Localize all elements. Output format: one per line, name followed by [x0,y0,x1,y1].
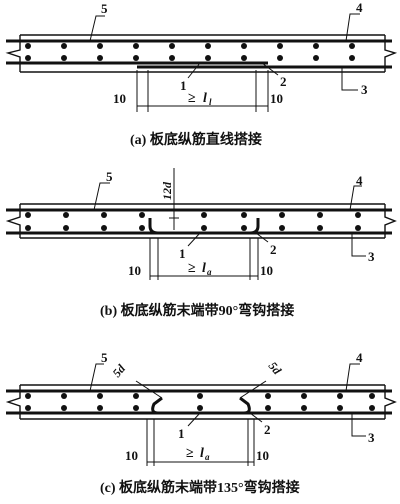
leader-3 [351,233,366,257]
leader-1 [187,232,201,247]
label-3: 3 [368,249,375,264]
panel-a: 5 4 3 1 2 10 10 ≥ l l (a) 板底纵筋直线搭接 [5,0,398,148]
label-3: 3 [368,430,375,445]
dim-lap-ge: ≥ [188,261,196,276]
dim-left-10: 10 [128,263,141,278]
dim-lap-subscript: a [207,267,212,277]
leader-2 [255,232,269,243]
leader-5 [93,182,110,211]
leader-1 [187,62,201,79]
break-line-right [384,204,397,238]
break-line-right [384,385,397,419]
label-2: 2 [264,422,271,437]
leader-5 [89,15,105,42]
hook-note-5d-left: 5d [110,361,129,380]
dim-lap-l: l [200,446,204,461]
dim-lap-ge: ≥ [188,91,196,106]
hook-length-leader-left [135,380,163,399]
caption-b: (b) 板底纵筋末端带90°弯钩搭接 [100,302,294,319]
panel-b: 12d 5 4 3 1 2 10 10 ≥ l a (b) 板底纵筋末端带90°… [5,168,397,319]
distribution-bars-top [25,393,375,399]
leader-2 [261,62,279,76]
caption-c: (c) 板底纵筋末端带135°弯钩搭接 [100,479,300,496]
label-4: 4 [356,173,363,188]
dim-lap-ge: ≥ [186,446,194,461]
leader-1 [187,412,201,427]
label-5: 5 [101,1,108,16]
leader-4 [349,185,362,211]
break-line-right [384,35,398,72]
leader-3 [341,67,358,91]
dim-lap-l: l [202,261,206,276]
leader-3 [351,413,366,437]
dim-lap-l: l [203,91,207,106]
dim-right-10: 10 [260,263,273,278]
label-2: 2 [280,74,287,89]
bottom-rebar-right-hooked [151,396,392,415]
dim-left-10: 10 [125,448,138,463]
dim-right-10: 10 [256,448,269,463]
break-line-left [5,204,21,238]
dim-left-10: 10 [113,91,126,106]
label-1: 1 [179,246,186,261]
hook-note-5d-right: 5d [266,359,285,378]
distribution-bars-top [25,43,355,49]
bottom-rebar-right-hooked [148,218,392,235]
distribution-bars-bottom [25,405,375,411]
dim-right-10: 10 [270,91,283,106]
dim-lap-subscript: l [209,97,212,107]
leader-2 [249,412,263,423]
leader-4 [345,363,360,392]
panel-c: 5d 5d 5 4 3 1 2 10 10 ≥ l a (c) 板底纵筋末端带1… [5,350,397,496]
break-line-left [5,385,21,419]
hook-note-12d: 12d [160,181,174,200]
label-5: 5 [101,350,108,365]
label-3: 3 [361,82,368,97]
label-1: 1 [180,78,187,93]
distribution-bars-top [25,212,361,218]
caption-a: (a) 板底纵筋直线搭接 [130,131,262,148]
distribution-bars-bottom [25,225,361,231]
label-4: 4 [356,350,363,365]
bottom-rebar-left-hooked [6,396,251,415]
label-1: 1 [178,426,185,441]
label-4: 4 [356,0,363,15]
hook-length-leader-right [239,380,267,399]
leader-5 [89,363,104,392]
distribution-bars-bottom [25,55,355,61]
leader-4 [345,13,360,42]
bottom-rebar-left-hooked [6,218,260,235]
dim-lap-subscript: a [205,452,210,462]
label-5: 5 [106,169,113,184]
label-2: 2 [270,242,277,257]
